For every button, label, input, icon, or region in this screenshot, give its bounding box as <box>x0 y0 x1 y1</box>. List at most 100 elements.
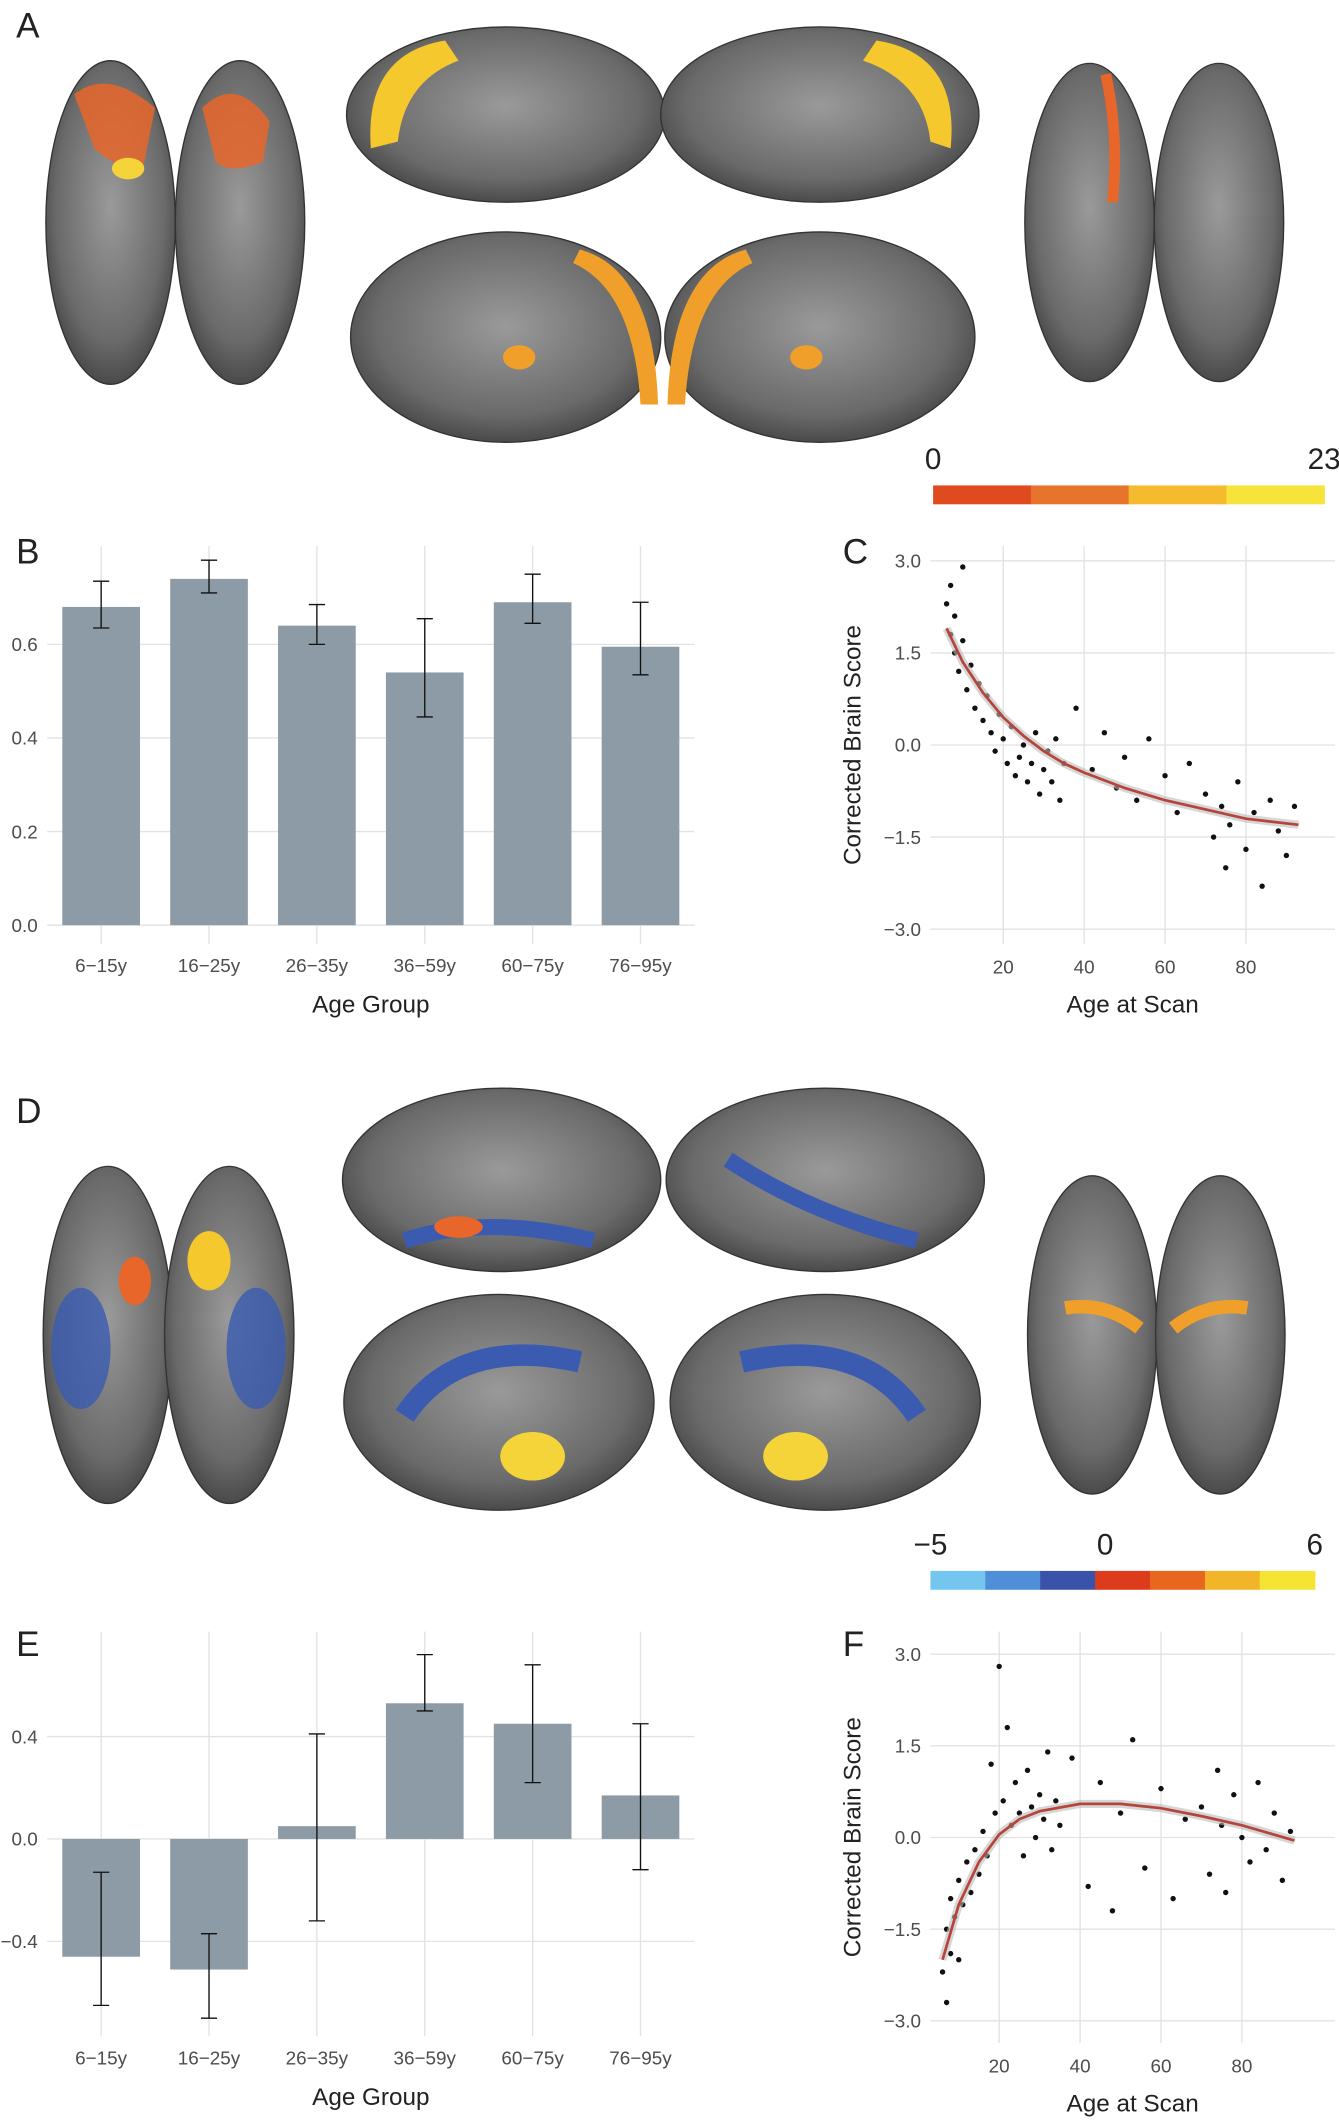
x-tick-label: 6−15y <box>75 955 127 976</box>
point <box>996 1663 1002 1670</box>
point <box>1032 730 1039 736</box>
point <box>1101 730 1108 736</box>
point <box>1040 1816 1047 1822</box>
point <box>1202 791 1209 797</box>
x-tick-label: 36−59y <box>394 955 457 976</box>
point <box>1247 1859 1253 1865</box>
colorbar-segment <box>1204 1570 1261 1590</box>
x-tick-label: 6−15y <box>75 2047 127 2068</box>
colorbar-tick-label: 0 <box>925 443 942 476</box>
y-tick-label: −0.4 <box>1 1931 38 1952</box>
point <box>1028 760 1035 767</box>
x-tick-label: 80 <box>1235 957 1256 978</box>
colorbar-segment <box>985 1570 1041 1590</box>
colorbar-segment <box>1030 485 1130 505</box>
fit-line <box>941 1802 1295 1961</box>
point <box>956 1877 962 1883</box>
point <box>956 668 962 675</box>
point <box>972 705 978 711</box>
point <box>1020 742 1027 748</box>
x-tick-label: 36−59y <box>394 2047 457 2068</box>
x-axis-title: Age Group <box>312 992 429 1019</box>
point <box>1004 1724 1010 1731</box>
point <box>1235 779 1241 785</box>
colorbar-tick-label: 0 <box>1097 1529 1114 1562</box>
point <box>1243 846 1249 853</box>
panel-letter: D <box>16 1092 41 1131</box>
x-tick-label: 60 <box>1155 957 1176 978</box>
panel-letter: C <box>843 533 868 572</box>
colorbar-segment <box>1128 485 1228 505</box>
bar <box>170 578 248 926</box>
point <box>1134 797 1140 803</box>
y-tick-label: 3.0 <box>895 1644 921 1665</box>
colorbar-segment <box>1095 1570 1151 1590</box>
point <box>1053 1798 1059 1804</box>
y-axis-title: Corrected Brain Score <box>839 625 866 865</box>
point <box>1109 1908 1116 1914</box>
error-bar <box>93 1871 110 2007</box>
point <box>1053 736 1059 742</box>
point <box>960 637 966 644</box>
panel-letter: F <box>843 1625 864 1664</box>
point <box>992 1810 998 1816</box>
point <box>951 613 958 619</box>
y-tick-label: −3.0 <box>884 919 921 940</box>
point <box>1028 1804 1035 1810</box>
point <box>1142 1865 1148 1871</box>
error-bar <box>416 1653 433 1712</box>
y-tick-label: 0.4 <box>12 1726 38 1747</box>
point <box>1004 760 1010 767</box>
point <box>1117 1810 1124 1816</box>
y-tick-label: 3.0 <box>895 551 921 572</box>
point <box>1267 797 1273 803</box>
point <box>1036 1792 1043 1798</box>
bar <box>601 646 680 926</box>
point <box>960 564 966 570</box>
x-tick-label: 20 <box>989 2056 1010 2077</box>
x-tick-label: 40 <box>1074 957 1095 978</box>
colorbar-tick-label: 23 <box>1308 443 1339 476</box>
point <box>1020 1853 1027 1859</box>
point <box>943 601 950 607</box>
x-axis-title: Age Group <box>312 2084 429 2111</box>
point <box>972 1847 978 1853</box>
y-tick-label: 0.0 <box>895 1827 921 1848</box>
colorbar-segment <box>1040 1570 1096 1590</box>
error-bar <box>416 617 433 718</box>
panel-letter: A <box>16 7 40 46</box>
x-tick-label: 60−75y <box>501 2047 564 2068</box>
point <box>1016 754 1023 760</box>
bar <box>493 602 572 926</box>
error-bar <box>524 1664 541 1784</box>
point <box>1162 772 1168 779</box>
colorbar-tick-label: −5 <box>914 1529 948 1562</box>
point <box>1040 766 1047 773</box>
error-bar <box>632 1723 649 1871</box>
point <box>1024 779 1031 785</box>
point <box>1223 1889 1229 1896</box>
y-tick-label: 0.6 <box>12 634 38 655</box>
error-bar <box>524 573 541 624</box>
point <box>1045 1749 1051 1755</box>
y-axis-title: Corrected Brain Score <box>839 1717 866 1957</box>
point <box>1121 754 1128 760</box>
colorbar-segment <box>1259 1570 1316 1590</box>
x-axis-title: Age at Scan <box>1067 992 1199 1019</box>
fit-line <box>945 627 1299 827</box>
x-tick-label: 26−35y <box>286 955 349 976</box>
x-tick-label: 26−35y <box>286 2047 349 2068</box>
y-tick-label: 0.0 <box>12 1829 38 1850</box>
y-tick-label: −1.5 <box>884 1919 921 1940</box>
point <box>1291 803 1298 810</box>
point <box>939 1969 946 1975</box>
point <box>1287 1828 1294 1835</box>
point <box>947 582 954 589</box>
error-bar <box>632 601 649 676</box>
point <box>1255 1779 1261 1786</box>
y-tick-label: −3.0 <box>884 2011 921 2032</box>
point <box>1259 883 1265 889</box>
point <box>1073 705 1079 711</box>
x-tick-label: 76−95y <box>609 2047 672 2068</box>
